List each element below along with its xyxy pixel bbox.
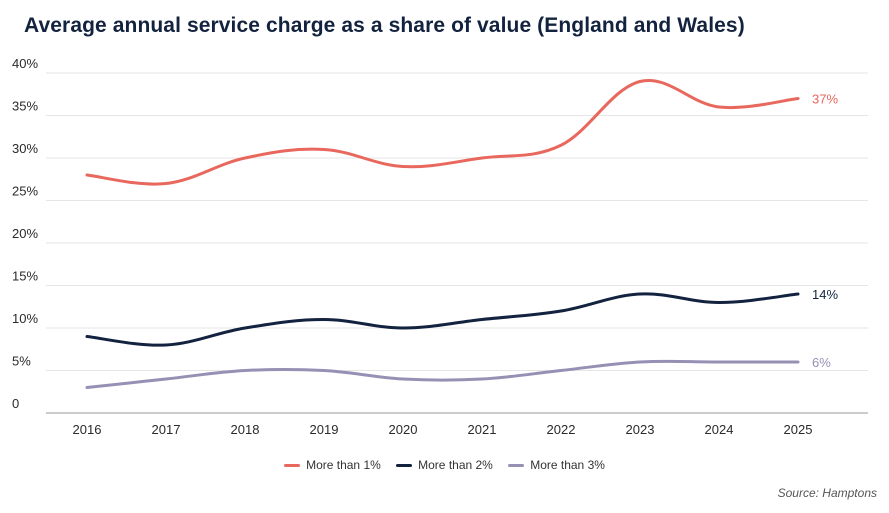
y-tick-label: 0 [12, 396, 19, 411]
x-tick-label: 2025 [784, 422, 813, 437]
x-tick-label: 2020 [389, 422, 418, 437]
end-labels: 37% 14% 6% [812, 92, 838, 371]
series-lines [85, 78, 800, 389]
y-tick-label: 25% [12, 184, 38, 199]
y-axis-ticks: 0 5% 10% 15% 20% 25% 30% 35% 40% [12, 56, 38, 411]
gridlines [46, 72, 868, 414]
x-tick-label: 2018 [231, 422, 260, 437]
x-tick-label: 2023 [626, 422, 655, 437]
y-tick-label: 5% [12, 354, 31, 369]
legend-swatch-series-3 [508, 464, 525, 468]
legend-swatch-series-1 [284, 464, 301, 468]
y-tick-label: 20% [12, 226, 38, 241]
legend: More than 1% More than 2% More than 3% [0, 458, 889, 472]
series-line-3 [85, 359, 800, 389]
source-note: Source: Hamptons [777, 486, 877, 500]
series-line-2 [85, 292, 800, 347]
x-tick-label: 2019 [310, 422, 339, 437]
y-tick-label: 10% [12, 311, 38, 326]
x-tick-label: 2021 [468, 422, 497, 437]
legend-item-series-3[interactable]: More than 3% [508, 458, 605, 472]
x-tick-label: 2016 [73, 422, 102, 437]
series-line-1 [85, 78, 800, 186]
y-tick-label: 35% [12, 99, 38, 114]
x-axis-ticks: 2016 2017 2018 2019 2020 2021 2022 2023 2024 2025 [73, 422, 813, 437]
y-tick-label: 40% [12, 56, 38, 71]
x-tick-label: 2017 [152, 422, 181, 437]
end-label-series-1: 37% [812, 92, 838, 107]
legend-label-series-2: More than 2% [418, 458, 493, 472]
legend-item-series-2[interactable]: More than 2% [396, 458, 493, 472]
x-tick-label: 2022 [547, 422, 576, 437]
end-label-series-2: 14% [812, 287, 838, 302]
y-tick-label: 30% [12, 141, 38, 156]
chart-title: Average annual service charge as a share… [24, 14, 745, 37]
y-tick-label: 15% [12, 269, 38, 284]
legend-item-series-1[interactable]: More than 1% [284, 458, 381, 472]
legend-swatch-series-2 [396, 464, 413, 468]
end-label-series-3: 6% [812, 355, 831, 370]
legend-label-series-3: More than 3% [530, 458, 605, 472]
legend-label-series-1: More than 1% [306, 458, 381, 472]
x-tick-label: 2024 [705, 422, 734, 437]
